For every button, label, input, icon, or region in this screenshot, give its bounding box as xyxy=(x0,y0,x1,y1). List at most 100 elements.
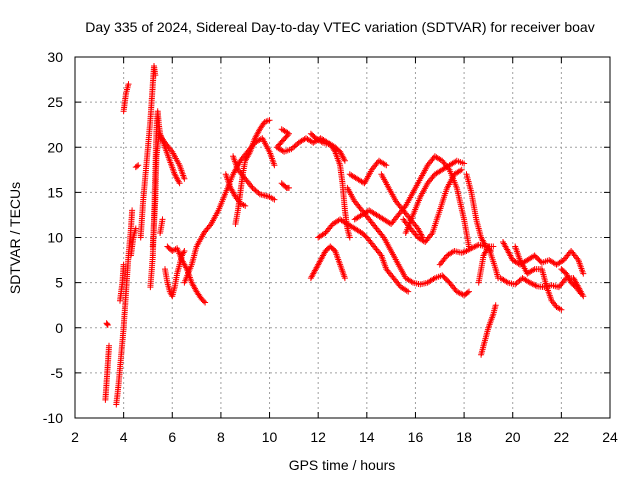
series-track-32 xyxy=(475,243,502,286)
tick-layer xyxy=(74,56,611,419)
y-tick-label: 5 xyxy=(55,275,63,291)
series-track-16 xyxy=(222,171,249,209)
data-point-marker xyxy=(408,278,415,285)
series-track-5 xyxy=(120,81,132,115)
data-point-marker xyxy=(120,261,127,268)
x-tick-label: 16 xyxy=(408,429,424,445)
series-track-2 xyxy=(103,320,111,328)
data-point-marker xyxy=(125,81,132,88)
series-track-1 xyxy=(102,342,112,403)
data-point-marker xyxy=(286,184,292,191)
x-axis-title: GPS time / hours xyxy=(289,457,396,473)
data-point-marker xyxy=(132,225,139,232)
series-track-31 xyxy=(478,302,499,358)
data-point-marker xyxy=(468,245,475,252)
data-point-marker xyxy=(466,288,472,295)
series-track-22 xyxy=(315,216,412,295)
data-point-marker xyxy=(341,157,348,164)
data-point-marker xyxy=(383,162,390,169)
data-point-marker xyxy=(580,270,587,277)
series-track-27 xyxy=(402,157,468,236)
series-track-35 xyxy=(512,243,565,313)
data-point-marker xyxy=(492,302,499,309)
data-point-marker xyxy=(529,281,536,288)
x-tick-label: 14 xyxy=(359,429,375,445)
x-tick-label: 18 xyxy=(456,429,472,445)
data-point-marker xyxy=(558,306,565,313)
series-track-25 xyxy=(351,153,472,250)
series-track-3 xyxy=(113,207,136,408)
y-axis-title: SDTVAR / TECUs xyxy=(7,182,23,294)
y-tick-label: -10 xyxy=(43,410,63,426)
data-point-marker xyxy=(455,289,462,296)
data-point-marker xyxy=(430,276,437,282)
series-track-6 xyxy=(127,225,139,259)
y-tick-label: 10 xyxy=(47,230,63,246)
series-track-12 xyxy=(162,248,188,300)
series-track-11 xyxy=(157,216,166,236)
y-tick-labels: -10 -5 0 5 10 15 20 25 30 xyxy=(43,49,63,426)
data-point-marker xyxy=(176,180,183,187)
data-point-marker xyxy=(341,275,348,282)
data-point-marker xyxy=(266,117,273,124)
x-tick-labels: 2 4 6 8 10 12 14 16 18 20 22 24 xyxy=(71,429,618,445)
series-track-10 xyxy=(149,130,188,250)
y-tick-label: 25 xyxy=(47,94,63,110)
y-tick-label: -5 xyxy=(51,365,64,381)
data-point-marker xyxy=(202,299,209,306)
series-track-17 xyxy=(230,153,278,203)
x-tick-label: 2 xyxy=(71,429,79,445)
x-tick-label: 12 xyxy=(310,429,326,445)
y-tick-label: 20 xyxy=(47,139,63,155)
y-tick-label: 15 xyxy=(47,184,63,200)
data-point-marker xyxy=(386,220,393,227)
data-point-marker xyxy=(106,342,112,349)
series-track-28 xyxy=(400,166,465,245)
data-point-marker xyxy=(104,322,111,328)
chart-title: Day 335 of 2024, Sidereal Day-to-day VTE… xyxy=(85,19,594,35)
series-track-20 xyxy=(307,130,353,241)
data-point-marker xyxy=(135,162,142,169)
data-point-marker xyxy=(530,267,537,273)
data-point-marker xyxy=(271,196,278,203)
series-track-33 xyxy=(500,239,587,277)
series-track-15 xyxy=(232,117,273,227)
series-track-13 xyxy=(164,243,209,306)
data-point-marker xyxy=(464,289,471,296)
data-point-marker xyxy=(346,234,353,241)
data-point-marker xyxy=(152,72,159,79)
series-track-26 xyxy=(378,171,426,241)
data-point-marker xyxy=(532,282,539,289)
data-point-marker xyxy=(577,290,584,297)
data-point-marker xyxy=(200,298,207,305)
series-track-34 xyxy=(497,275,587,300)
y-tick-label: 30 xyxy=(47,49,63,65)
data-point-marker xyxy=(129,207,136,214)
series-track-36 xyxy=(558,266,584,297)
series-track-14 xyxy=(181,135,278,286)
data-point-marker xyxy=(461,160,468,167)
x-tick-label: 22 xyxy=(554,429,570,445)
data-point-marker xyxy=(405,288,412,295)
data-point-marker xyxy=(251,186,257,193)
series-track-21 xyxy=(307,243,348,282)
data-point-marker xyxy=(271,162,278,169)
data-point-marker xyxy=(159,216,166,223)
x-tick-label: 8 xyxy=(217,429,225,445)
data-point-marker xyxy=(181,248,188,254)
marker-layer xyxy=(102,63,587,408)
data-point-marker xyxy=(181,175,188,182)
x-tick-label: 10 xyxy=(262,429,278,445)
series-track-7 xyxy=(132,162,142,171)
series-track-18 xyxy=(278,180,292,191)
data-point-marker xyxy=(134,163,140,170)
series-track-23 xyxy=(346,157,390,187)
series-track-8 xyxy=(137,63,159,241)
x-tick-label: 20 xyxy=(505,429,521,445)
data-point-marker xyxy=(458,166,465,173)
data-point-marker xyxy=(318,138,325,145)
y-tick-label: 0 xyxy=(55,320,63,336)
data-point-marker xyxy=(242,202,249,209)
